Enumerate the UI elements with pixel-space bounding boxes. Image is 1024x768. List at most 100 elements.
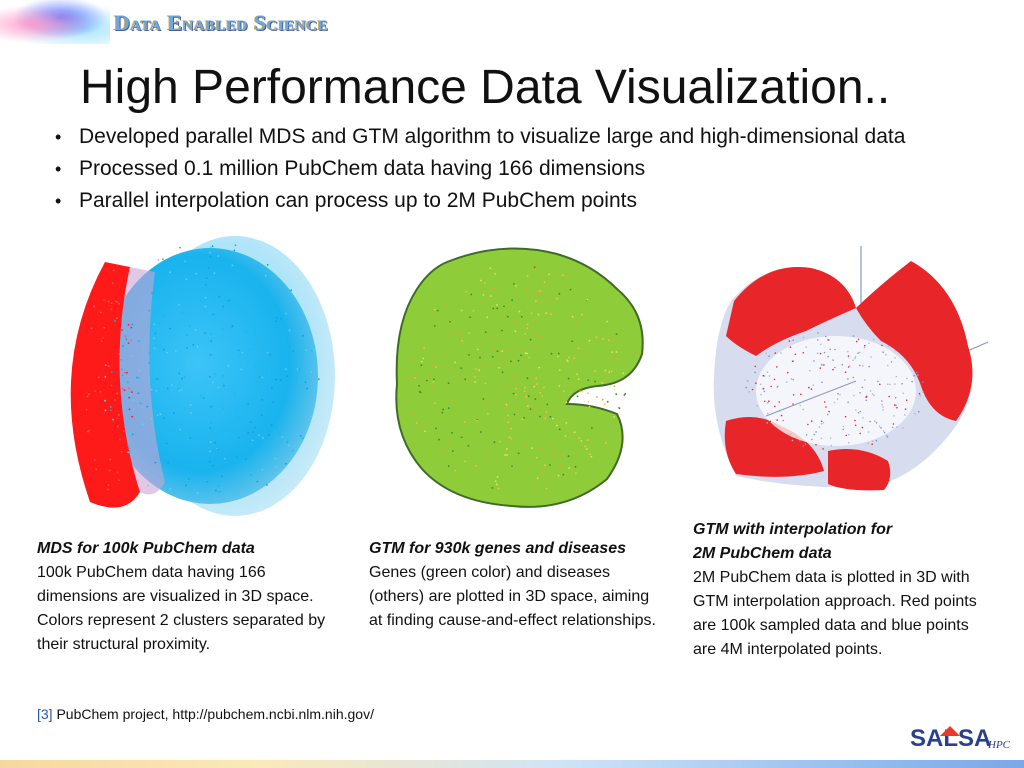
scatter-dot — [586, 298, 589, 301]
scatter-dot — [247, 402, 250, 405]
scatter-dot — [298, 368, 300, 371]
scatter-dot — [881, 344, 883, 347]
scatter-dot — [505, 403, 508, 406]
scatter-dot — [813, 360, 815, 362]
scatter-dot — [543, 386, 545, 389]
scatter-dot — [503, 305, 505, 308]
scatter-dot — [562, 390, 565, 393]
scatter-dot — [270, 424, 273, 426]
scatter-dot — [877, 380, 879, 383]
scatter-dot — [588, 405, 591, 408]
scatter-dot — [447, 407, 450, 409]
scatter-dot — [501, 350, 504, 353]
scatter-dot — [590, 455, 593, 458]
scatter-dot — [825, 335, 827, 338]
scatter-dot — [873, 394, 875, 397]
scatter-dot — [780, 414, 783, 417]
scatter-dot — [857, 412, 860, 414]
scatter-dot — [786, 371, 789, 374]
scatter-dot — [257, 425, 259, 428]
caption-gtm-heading: GTM for 930k genes and diseases — [369, 540, 626, 557]
scatter-dot — [174, 350, 177, 352]
scatter-dot — [536, 456, 538, 459]
scatter-dot — [261, 399, 264, 401]
scatter-dot — [137, 392, 140, 395]
scatter-dot — [553, 451, 556, 454]
scatter-dot — [496, 350, 499, 353]
scatter-dot — [580, 313, 583, 316]
scatter-dot — [881, 403, 883, 406]
scatter-dot — [274, 457, 277, 460]
scatter-dot — [237, 436, 240, 439]
scatter-dot — [844, 371, 847, 373]
scatter-dot — [169, 327, 172, 330]
scatter-dot — [885, 434, 888, 437]
scatter-dot — [854, 424, 857, 427]
scatter-dot — [568, 467, 570, 469]
scatter-dot — [776, 366, 778, 368]
footnote-text: PubChem project, http://pubchem.ncbi.nlm… — [56, 706, 374, 722]
scatter-dot — [889, 383, 891, 386]
scatter-dot — [153, 323, 156, 326]
scatter-dot — [844, 415, 847, 418]
scatter-dot — [769, 426, 772, 429]
scatter-dot — [209, 353, 212, 356]
scatter-dot — [494, 480, 497, 483]
scatter-dot — [770, 385, 772, 388]
scatter-dot — [887, 364, 889, 367]
scatter-dot — [148, 362, 151, 364]
scatter-dot — [886, 436, 889, 438]
scatter-dot — [816, 352, 819, 355]
scatter-dot — [468, 332, 471, 335]
scatter-dot — [615, 357, 618, 360]
scatter-dot — [540, 447, 543, 450]
scatter-dot — [180, 378, 183, 381]
scatter-dot — [155, 344, 157, 346]
scatter-dot — [871, 440, 874, 443]
scatter-dot — [888, 395, 890, 398]
scatter-dot — [902, 392, 905, 395]
scatter-dot — [118, 438, 121, 441]
scatter-dot — [422, 357, 425, 360]
scatter-dot — [482, 398, 485, 400]
scatter-dot — [871, 393, 874, 395]
scatter-dot — [566, 360, 569, 363]
scatter-dot — [571, 340, 574, 343]
scatter-dot — [137, 377, 140, 379]
bullet-icon: • — [55, 159, 62, 179]
scatter-dot — [162, 258, 164, 261]
scatter-dot — [441, 411, 444, 414]
scatter-dot — [451, 432, 453, 434]
scatter-dot — [116, 286, 119, 289]
scatter-dot — [284, 368, 287, 371]
scatter-dot — [112, 269, 115, 272]
scatter-dot — [502, 382, 504, 385]
scatter-dot — [204, 296, 207, 299]
scatter-dot — [290, 289, 293, 292]
scatter-dot — [841, 363, 844, 366]
scatter-dot — [859, 432, 861, 435]
scatter-dot — [914, 413, 916, 415]
scatter-dot — [449, 370, 452, 372]
scatter-dot — [610, 370, 613, 373]
scatter-dot — [577, 378, 580, 381]
scatter-dot — [754, 365, 757, 368]
scatter-dot — [565, 276, 568, 279]
scatter-dot — [579, 298, 581, 301]
scatter-dot — [285, 350, 288, 353]
scatter-dot — [169, 488, 172, 490]
scatter-dot — [558, 428, 561, 431]
scatter-dot — [567, 377, 570, 380]
scatter-dot — [249, 421, 252, 424]
scatter-dot — [763, 390, 766, 393]
scatter-dot — [118, 476, 121, 479]
scatter-dot — [833, 401, 836, 404]
scatter-dot — [517, 452, 520, 455]
scatter-dot — [110, 308, 113, 311]
scatter-dot — [861, 386, 864, 389]
scatter-dot — [234, 392, 236, 395]
scatter-dot — [131, 415, 134, 418]
scatter-dot — [176, 279, 179, 281]
scatter-dot — [310, 415, 313, 418]
scatter-dot — [918, 410, 920, 413]
